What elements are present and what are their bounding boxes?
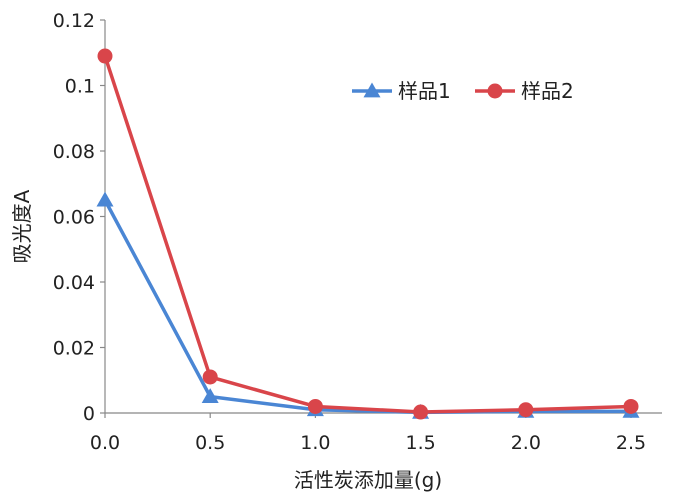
x-tick-label: 0.5 <box>195 432 225 454</box>
series-2-point <box>202 369 218 385</box>
legend-label: 样品1 <box>398 79 451 103</box>
y-axis-title: 吸光度A <box>10 189 34 263</box>
legend-label: 样品2 <box>521 79 574 103</box>
series-2-point <box>623 398 639 414</box>
legend-marker <box>363 82 381 98</box>
chart-axes: 0 0.02 0.04 0.06 0.08 0.1 0.12 0.0 0.5 1.0 1.5 2.0 2… <box>53 10 662 454</box>
series-1-line <box>103 199 631 415</box>
series-2-point <box>413 404 429 420</box>
y-tick-label: 0.02 <box>53 338 95 360</box>
legend-item-2: 样品2 <box>475 79 574 103</box>
x-tick-label: 2.5 <box>616 432 646 454</box>
x-tick-label: 0.0 <box>90 432 120 454</box>
y-tick-label: 0.04 <box>53 272 95 294</box>
legend-item-1: 样品1 <box>352 79 451 103</box>
series-1-point <box>201 388 219 403</box>
series-layer <box>96 48 640 420</box>
series-2-line <box>103 55 632 414</box>
x-axis-title: 活性炭添加量(g) <box>294 468 442 492</box>
y-tick-label: 0.06 <box>53 207 95 229</box>
series-2-point <box>307 398 323 414</box>
chart-legend: 样品1 样品2 <box>352 79 574 103</box>
y-tick-label: 0 <box>83 403 95 425</box>
series-2-point <box>518 402 534 418</box>
x-tick-label: 1.0 <box>300 432 330 454</box>
y-tick-label: 0.08 <box>53 141 95 163</box>
x-tick-label: 2.0 <box>511 432 541 454</box>
series-2 <box>97 48 639 420</box>
series-1 <box>96 191 640 419</box>
legend-marker <box>487 83 503 99</box>
y-tick-label: 0.12 <box>53 10 95 32</box>
series-1-point <box>96 191 114 207</box>
x-tick-label: 1.5 <box>405 432 435 454</box>
y-tick-label: 0.1 <box>65 76 95 98</box>
series-2-point <box>97 48 113 64</box>
